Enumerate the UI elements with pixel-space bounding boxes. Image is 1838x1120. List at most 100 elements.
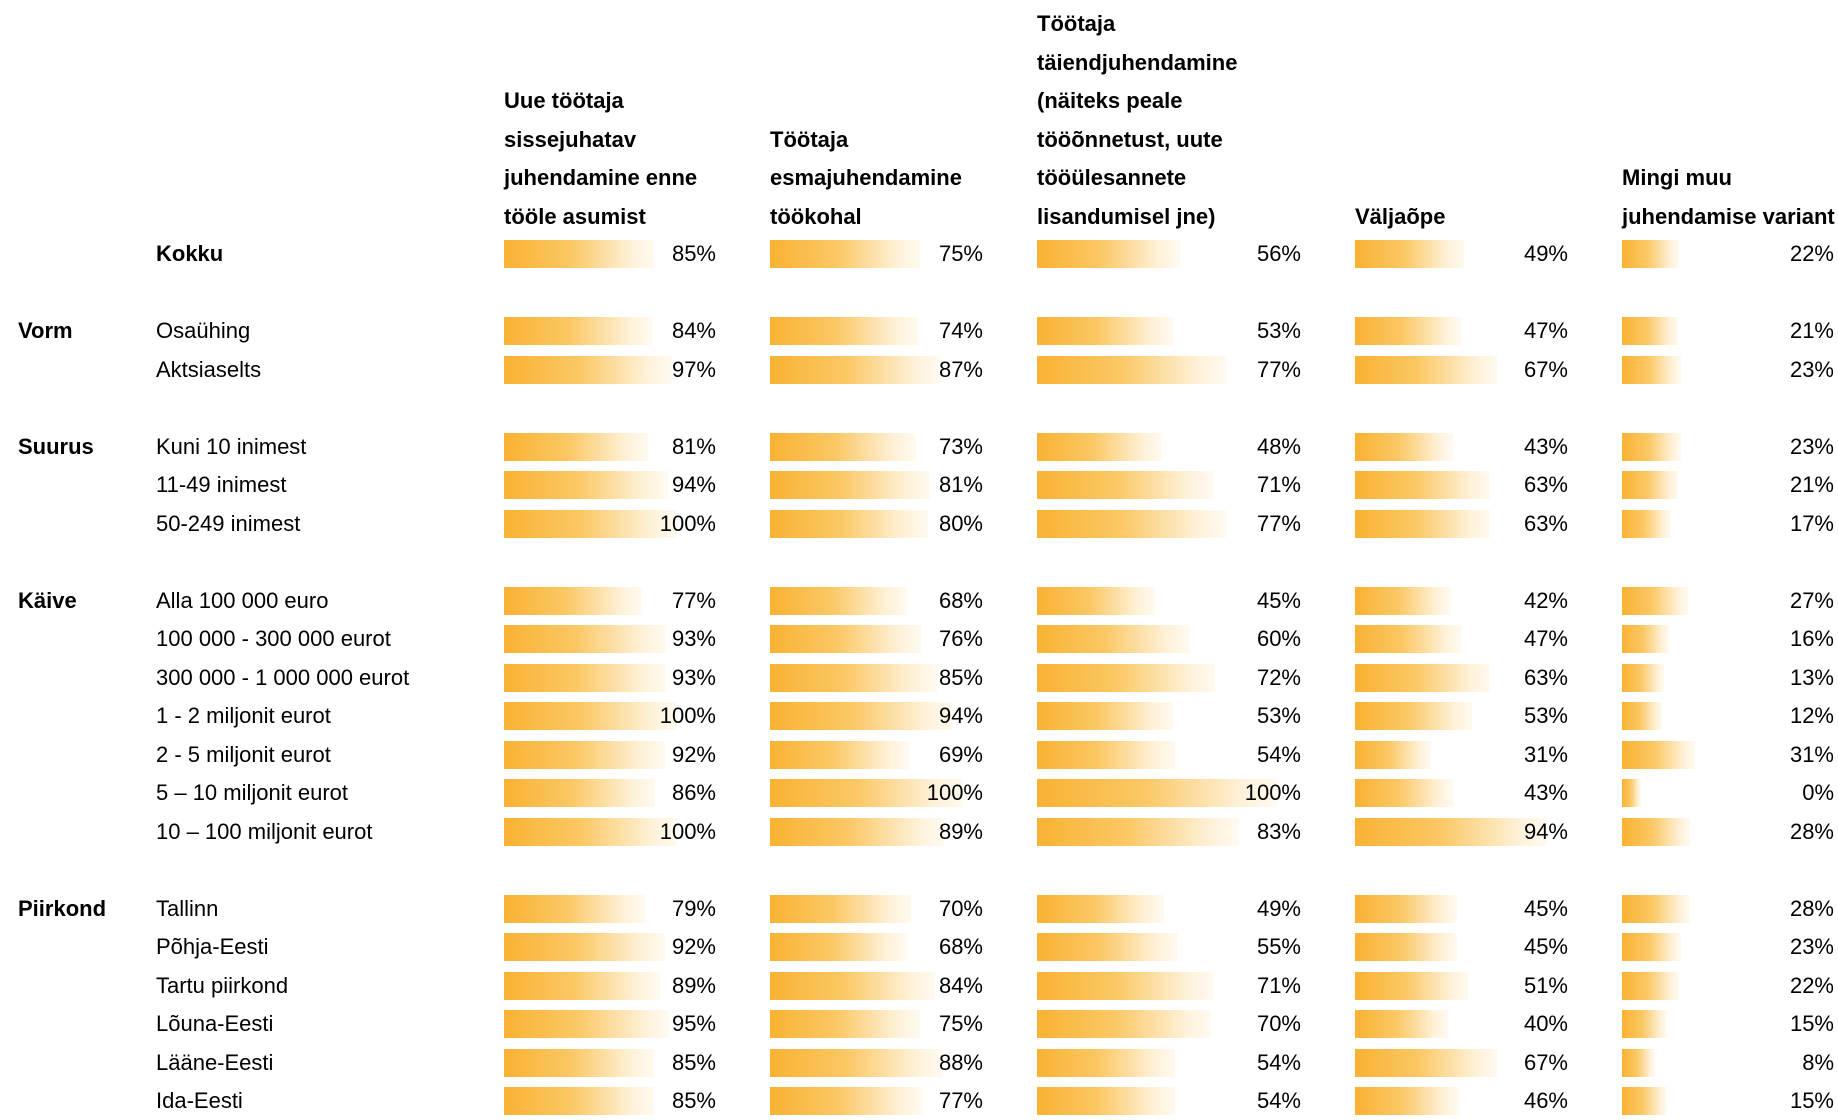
data-bar	[770, 1010, 920, 1039]
data-bar	[1037, 1048, 1176, 1077]
value-label: 80%	[938, 510, 983, 536]
data-bar	[770, 933, 908, 962]
data-bar	[1355, 432, 1454, 461]
data-bar	[770, 1048, 943, 1077]
data-bar	[1037, 817, 1240, 846]
group-label: Suurus	[18, 433, 94, 459]
row-label: 300 000 - 1 000 000 eurot	[156, 664, 410, 690]
value-label: 49%	[1256, 895, 1301, 921]
data-bar	[1622, 471, 1678, 500]
data-bar	[1037, 779, 1277, 808]
data-bar	[770, 817, 944, 846]
value-label: 68%	[938, 587, 983, 613]
data-bar	[1622, 971, 1680, 1000]
group-label: Piirkond	[18, 895, 107, 921]
value-label: 84%	[938, 972, 983, 998]
value-label: 17%	[1789, 510, 1834, 536]
value-label: 21%	[1789, 318, 1834, 344]
data-bar	[770, 779, 963, 808]
data-bar	[504, 971, 661, 1000]
data-bar	[770, 471, 930, 500]
value-label: 77%	[938, 1088, 983, 1114]
data-bar	[1037, 702, 1174, 731]
data-bar	[504, 933, 665, 962]
column-header: Mingi muu juhendamise variant	[1622, 165, 1835, 229]
value-label: 56%	[1256, 241, 1301, 267]
value-label: 100%	[926, 780, 983, 806]
value-label: 60%	[1256, 626, 1301, 652]
value-label: 69%	[938, 741, 983, 767]
value-label: 63%	[1523, 664, 1568, 690]
value-label: 47%	[1523, 318, 1568, 344]
data-bar	[504, 355, 673, 384]
column-header: Väljaõpe	[1355, 203, 1446, 229]
data-bar	[770, 663, 937, 692]
value-label: 22%	[1789, 972, 1834, 998]
data-bar	[770, 1087, 923, 1116]
data-bar	[504, 663, 667, 692]
value-label: 23%	[1789, 934, 1834, 960]
data-bar	[504, 240, 654, 269]
value-label: 51%	[1523, 972, 1568, 998]
group-label: Käive	[18, 587, 77, 613]
data-bar	[770, 355, 941, 384]
value-label: 72%	[1256, 664, 1301, 690]
row-label: Lõuna-Eesti	[156, 1011, 274, 1037]
row-label: Tartu piirkond	[156, 972, 289, 998]
row-label: 11-49 inimest	[156, 472, 287, 498]
value-label: 85%	[671, 1088, 716, 1114]
data-bar	[1355, 1048, 1498, 1077]
data-bar	[1622, 509, 1671, 538]
value-label: 43%	[1523, 433, 1568, 459]
data-bar	[1355, 702, 1472, 731]
data-bar	[770, 894, 911, 923]
data-bar	[1622, 625, 1669, 654]
data-bar	[1622, 355, 1682, 384]
value-label: 76%	[938, 626, 983, 652]
value-label: 92%	[671, 741, 716, 767]
data-bar	[504, 317, 653, 346]
value-label: 89%	[938, 818, 983, 844]
data-bar	[1622, 663, 1664, 692]
data-bar	[1622, 933, 1682, 962]
row-label: Tallinn	[156, 895, 219, 921]
row-label: 10 – 100 miljonit eurot	[156, 818, 373, 844]
data-bar	[1355, 1010, 1448, 1039]
data-bar	[1622, 817, 1690, 846]
value-label: 63%	[1523, 472, 1568, 498]
data-bar	[1355, 317, 1461, 346]
value-label: 28%	[1789, 895, 1834, 921]
data-bar	[1355, 933, 1457, 962]
data-bar	[1355, 471, 1490, 500]
value-label: 63%	[1523, 510, 1568, 536]
row-label: 5 – 10 miljonit eurot	[156, 780, 348, 806]
value-label: 79%	[671, 895, 716, 921]
value-label: 67%	[1523, 1049, 1568, 1075]
data-bar	[1622, 1048, 1655, 1077]
value-label: 75%	[938, 241, 983, 267]
value-label: 87%	[938, 356, 983, 382]
data-bar	[770, 971, 936, 1000]
data-bar	[504, 432, 648, 461]
row-label: 50-249 inimest	[156, 510, 301, 536]
value-label: 54%	[1256, 1088, 1301, 1114]
value-label: 40%	[1523, 1011, 1568, 1037]
data-bar	[504, 817, 677, 846]
value-label: 48%	[1256, 433, 1301, 459]
data-bar	[770, 509, 929, 538]
row-label: 2 - 5 miljonit eurot	[156, 741, 331, 767]
data-bar	[504, 894, 645, 923]
data-bar	[1355, 625, 1461, 654]
data-bar	[770, 740, 910, 769]
value-label: 100%	[659, 818, 716, 844]
value-label: 97%	[671, 356, 716, 382]
value-label: 13%	[1789, 664, 1834, 690]
data-bar	[504, 471, 668, 500]
data-bar	[1355, 663, 1490, 692]
data-bar	[770, 702, 953, 731]
column-header: Töötaja esmajuhendamine töökohal	[770, 126, 962, 229]
data-bar	[1037, 740, 1176, 769]
value-label: 100%	[1244, 780, 1301, 806]
value-label: 77%	[1256, 356, 1301, 382]
